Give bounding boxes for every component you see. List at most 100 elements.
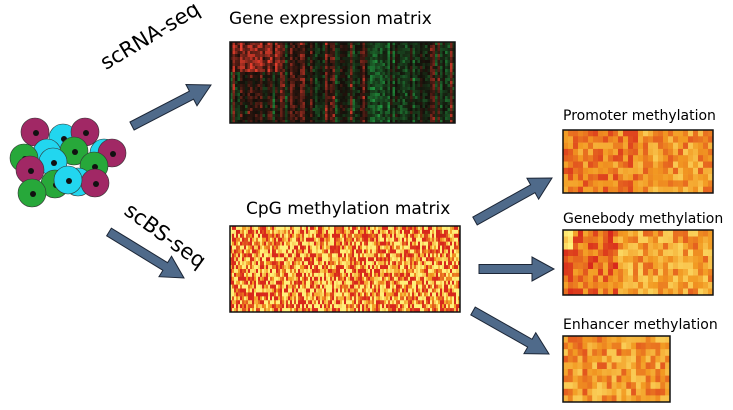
heatmap-cell (386, 261, 389, 266)
heatmap-cell (350, 114, 353, 118)
heatmap-cell (454, 245, 457, 250)
heatmap-cell (414, 284, 417, 289)
heatmap-cell (272, 249, 275, 254)
heatmap-cell (292, 296, 295, 301)
heatmap-cell (290, 42, 293, 46)
heatmap-cell (362, 90, 366, 94)
heatmap-cell (262, 300, 265, 305)
heatmap-cell (358, 245, 361, 250)
heatmap-cell (272, 90, 276, 94)
heatmap-cell (237, 111, 241, 115)
heatmap-cell (302, 87, 306, 91)
heatmap-cell (230, 120, 233, 124)
heatmap-cell (350, 57, 353, 61)
heatmap-cell (422, 249, 425, 254)
heatmap-cell (282, 75, 286, 79)
heatmap-cell (306, 296, 309, 301)
heatmap-cell (428, 226, 431, 231)
heatmap-cell (382, 253, 385, 258)
heatmap-cell (432, 108, 436, 112)
heatmap-cell (242, 276, 245, 282)
heatmap-cell (360, 48, 363, 52)
heatmap-cell (260, 96, 263, 100)
heatmap-cell (396, 296, 399, 301)
heatmap-cell (312, 249, 315, 254)
heatmap-cell (300, 284, 303, 289)
heatmap-cell (454, 292, 457, 297)
heatmap-cell (272, 292, 275, 297)
heatmap-cell (392, 272, 395, 278)
heatmap-cell (304, 229, 307, 235)
heatmap-cell (304, 265, 307, 270)
heatmap-cell (260, 233, 263, 239)
heatmap-cell (296, 261, 299, 266)
heatmap-cell (430, 111, 433, 115)
heatmap-cell (232, 102, 236, 106)
heatmap-cell (406, 280, 409, 285)
heatmap-cell (337, 42, 341, 46)
heatmap-cell (414, 300, 417, 305)
heatmap-cell (250, 51, 253, 55)
heatmap-cell (232, 117, 236, 121)
heatmap-cell (358, 237, 361, 242)
heatmap-cell (407, 87, 411, 91)
heatmap-cell (344, 261, 347, 266)
heatmap-cell (342, 81, 346, 85)
heatmap-cell (452, 84, 456, 88)
heatmap-cell (318, 304, 321, 309)
heatmap-cell (388, 280, 391, 285)
heatmap-cell (332, 48, 336, 52)
heatmap-cell (272, 276, 275, 282)
heatmap-cell (252, 288, 255, 293)
heatmap-cell (300, 54, 303, 58)
heatmap-cell (318, 226, 321, 231)
heatmap-cell (388, 304, 391, 309)
heatmap-cell (307, 75, 311, 79)
heatmap-cell (424, 261, 427, 266)
heatmap-cell (410, 120, 413, 124)
heatmap-cell (450, 96, 453, 100)
heatmap-cell (247, 111, 251, 115)
heatmap-cell (390, 66, 393, 70)
heatmap-cell (270, 66, 273, 70)
heatmap-cell (325, 51, 328, 55)
heatmap-cell (344, 226, 347, 231)
heatmap-cell (267, 48, 271, 52)
heatmap-cell (272, 69, 276, 73)
heatmap-cell (382, 296, 385, 301)
heatmap-cell (250, 99, 253, 103)
heatmap-cell (374, 257, 377, 262)
heatmap-cell (412, 249, 415, 254)
heatmap-cell (317, 51, 321, 55)
heatmap-cell (384, 280, 387, 285)
heatmap-cell (355, 114, 358, 118)
heatmap-cell (376, 276, 379, 282)
heatmap-cell (242, 226, 245, 231)
heatmap-cell (252, 84, 256, 88)
heatmap-cell (260, 296, 263, 301)
heatmap-cell (240, 45, 243, 49)
heatmap-cell (282, 257, 285, 262)
heatmap-cell (452, 87, 456, 91)
heatmap-cell (392, 102, 396, 106)
heatmap-cell (370, 237, 373, 242)
heatmap-cell (330, 284, 333, 289)
heatmap-cell (432, 105, 436, 109)
heatmap-cell (447, 117, 451, 121)
heatmap-cell (245, 120, 248, 124)
heatmap-cell (414, 296, 417, 301)
heatmap-cell (322, 114, 326, 118)
heatmap-cell (390, 69, 393, 73)
heatmap-cell (342, 226, 345, 231)
heatmap-cell (332, 93, 336, 97)
heatmap-cell (278, 269, 281, 274)
heatmap-cell (446, 241, 449, 246)
heatmap-cell (426, 288, 429, 293)
heatmap-cell (266, 269, 269, 274)
heatmap-cell (322, 93, 326, 97)
heatmap-cell (334, 288, 337, 293)
heatmap-cell (357, 72, 361, 76)
heatmap-cell (422, 237, 425, 242)
heatmap-cell (427, 93, 431, 97)
heatmap-cell (382, 233, 385, 239)
